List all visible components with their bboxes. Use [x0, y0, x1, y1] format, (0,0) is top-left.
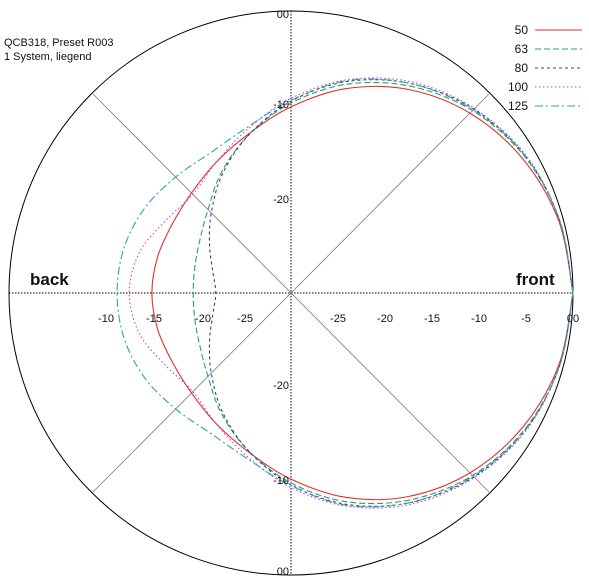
- polar-grid: [8, 10, 574, 576]
- legend-label-50: 50: [515, 23, 529, 37]
- header: QCB318, Preset R003 1 System, liegend: [4, 37, 113, 63]
- axis-ticks: -25 -20 -15 -10 -5 00 -25 -20 -15 -10 00 -10 -20 -20 -…: [98, 9, 579, 577]
- legend-label-80: 80: [515, 61, 529, 75]
- series-group: [116, 77, 574, 509]
- tick-label-right-3: -10: [471, 313, 487, 325]
- tick-label-down-1: -10: [273, 475, 289, 487]
- tick-label-left-2: -15: [146, 313, 162, 325]
- tick-label-right-0: -25: [330, 313, 346, 325]
- tick-label-right-1: -20: [377, 313, 393, 325]
- series-line-80: [208, 79, 574, 507]
- tick-label-left-0: -25: [237, 313, 253, 325]
- tick-label-up-2: -20: [273, 194, 289, 206]
- legend-label-63: 63: [515, 42, 529, 56]
- tick-label-down-0: -20: [273, 380, 289, 392]
- front-label: front: [516, 270, 555, 289]
- chart-header-line1: QCB318, Preset R003: [4, 37, 113, 49]
- tick-label-right-5: 00: [567, 313, 579, 325]
- legend: 50 63 80 100 125: [508, 23, 582, 113]
- tick-label-left-3: -10: [98, 313, 114, 325]
- back-label: back: [30, 270, 69, 289]
- series-line-125: [116, 78, 574, 508]
- tick-label-down-2: 00: [277, 566, 289, 577]
- diagonal-line-nw-se: [92, 93, 490, 493]
- series-line-50: [151, 85, 574, 501]
- chart-header-line2: 1 System, liegend: [4, 51, 91, 63]
- legend-label-100: 100: [508, 80, 528, 94]
- tick-label-right-2: -15: [424, 313, 440, 325]
- tick-label-up-0: 00: [277, 9, 289, 21]
- tick-label-left-1: -20: [195, 313, 211, 325]
- tick-label-right-4: -5: [521, 313, 531, 325]
- legend-label-125: 125: [508, 99, 528, 113]
- series-line-63: [192, 81, 574, 505]
- series-line-100: [128, 77, 574, 509]
- tick-label-up-1: -10: [273, 99, 289, 111]
